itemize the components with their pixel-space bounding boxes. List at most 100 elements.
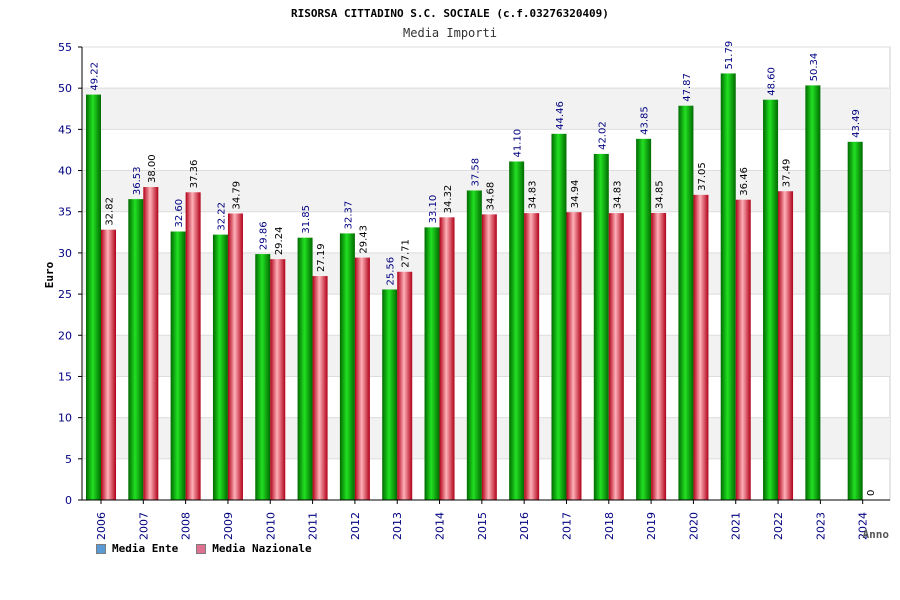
data-label-media-ente-2006: 49.22 — [90, 62, 101, 91]
data-label-media-nazionale-2008: 37.36 — [189, 160, 200, 189]
bar-media-ente-2009 — [212, 234, 228, 500]
y-tick-label: 20 — [58, 329, 72, 342]
bar-media-nazionale-2016 — [524, 213, 540, 501]
data-label-media-nazionale-2010: 29.24 — [274, 227, 285, 256]
x-tick-label-2006: 2006 — [95, 512, 108, 540]
x-tick-label-2012: 2012 — [349, 512, 362, 540]
data-label-media-ente-2015: 37.58 — [470, 158, 481, 187]
legend-item-media-ente: Media Ente — [96, 542, 178, 555]
bar-media-ente-2017 — [551, 133, 567, 500]
data-label-media-ente-2022: 48.60 — [767, 67, 778, 96]
data-label-media-ente-2021: 51.79 — [724, 41, 735, 70]
bar-media-ente-2016 — [509, 161, 525, 500]
bar-media-nazionale-2007 — [143, 187, 159, 500]
data-label-media-ente-2010: 29.86 — [259, 221, 270, 250]
data-label-media-ente-2009: 32.22 — [216, 202, 227, 231]
x-tick-label-2021: 2021 — [730, 512, 743, 540]
data-label-media-nazionale-2022: 37.49 — [782, 159, 793, 188]
bar-media-nazionale-2013 — [397, 271, 413, 500]
data-label-media-ente-2023: 50.34 — [809, 53, 820, 82]
legend: Media Ente Media Nazionale — [96, 542, 312, 555]
bar-media-ente-2024 — [847, 141, 863, 501]
data-label-media-nazionale-2015: 34.68 — [485, 182, 496, 211]
bar-media-ente-2021 — [720, 73, 736, 501]
data-label-media-ente-2024: 43.49 — [851, 109, 862, 138]
data-label-media-ente-2013: 25.56 — [386, 257, 397, 286]
bar-media-nazionale-2014 — [439, 217, 455, 500]
data-label-media-nazionale-2014: 34.32 — [443, 185, 454, 214]
x-tick-label-2019: 2019 — [645, 512, 658, 540]
data-label-media-ente-2008: 32.60 — [174, 199, 185, 228]
x-axis-label: Anno — [863, 528, 890, 541]
data-label-media-ente-2017: 44.46 — [555, 101, 566, 130]
bar-media-nazionale-2015 — [481, 214, 497, 500]
data-label-media-nazionale-2009: 34.79 — [231, 181, 242, 210]
x-tick-label-2015: 2015 — [476, 512, 489, 540]
x-tick-label-2023: 2023 — [814, 512, 827, 540]
data-label-media-nazionale-2012: 29.43 — [358, 225, 369, 254]
data-label-media-ente-2012: 32.37 — [343, 201, 354, 230]
bar-media-ente-2012 — [339, 233, 355, 500]
x-tick-label-2018: 2018 — [603, 512, 616, 540]
bar-media-ente-2010 — [255, 254, 271, 500]
x-tick-label-2024: 2024 — [857, 512, 870, 540]
y-axis-label: Euro — [43, 261, 56, 288]
data-label-media-nazionale-2006: 32.82 — [105, 197, 116, 226]
y-tick-label: 30 — [58, 247, 72, 260]
data-label-media-nazionale-2018: 34.83 — [612, 180, 623, 209]
grid-band — [82, 88, 890, 130]
data-label-media-nazionale-2019: 34.85 — [655, 180, 666, 209]
data-label-media-nazionale-2020: 37.05 — [697, 162, 708, 191]
bar-media-ente-2019 — [636, 138, 652, 500]
data-label-media-nazionale-2016: 34.83 — [528, 180, 539, 209]
bar-media-nazionale-2008 — [185, 192, 201, 500]
y-tick-label: 15 — [58, 370, 72, 383]
data-label-media-nazionale-2017: 34.94 — [570, 180, 581, 209]
bar-media-nazionale-2017 — [566, 212, 582, 501]
bar-media-ente-2013 — [382, 289, 398, 500]
y-tick-label: 40 — [58, 165, 72, 178]
bar-media-ente-2022 — [763, 99, 779, 500]
data-label-media-ente-2019: 43.85 — [640, 106, 651, 135]
bar-media-ente-2023 — [805, 85, 821, 500]
bar-media-nazionale-2019 — [651, 212, 667, 501]
bar-media-nazionale-2006 — [101, 229, 116, 500]
x-tick-label-2010: 2010 — [264, 512, 277, 540]
data-label-media-nazionale-2011: 27.19 — [316, 243, 327, 272]
x-tick-label-2016: 2016 — [518, 512, 531, 540]
data-label-media-ente-2011: 31.85 — [301, 205, 312, 234]
bar-media-nazionale-2018 — [608, 213, 624, 501]
bar-media-ente-2020 — [678, 105, 694, 500]
x-axis: 2006 2007 2008 2009 2010 2011 2012 2013 2014 2015… — [82, 499, 890, 540]
chart-subtitle: Media Importi — [403, 26, 497, 40]
legend-label-media-ente: Media Ente — [112, 542, 179, 555]
y-tick-label: 35 — [58, 206, 72, 219]
bar-media-nazionale-2021 — [735, 199, 751, 500]
bar-media-nazionale-2010 — [270, 259, 286, 500]
data-label-extra-2024: 0 — [866, 490, 877, 496]
bar-media-nazionale-2020 — [693, 194, 709, 501]
bar-media-nazionale-2011 — [312, 276, 328, 500]
x-tick-label-2008: 2008 — [180, 512, 193, 540]
data-label-media-ente-2007: 36.53 — [132, 166, 143, 195]
x-tick-label-2014: 2014 — [434, 512, 447, 540]
y-tick-label: 45 — [58, 123, 72, 136]
x-tick-label-2020: 2020 — [687, 512, 700, 540]
y-tick-label: 50 — [58, 82, 72, 95]
data-label-media-nazionale-2021: 36.46 — [739, 167, 750, 196]
bar-media-ente-2018 — [593, 153, 609, 500]
x-tick-label-2009: 2009 — [222, 512, 235, 540]
bar-media-nazionale-2012 — [354, 257, 370, 500]
y-tick-label: 25 — [58, 288, 72, 301]
x-tick-label-2007: 2007 — [137, 512, 150, 540]
y-axis: 0 5 10 15 20 25 30 35 40 45 50 55 — [58, 41, 83, 507]
legend-label-media-nazionale: Media Nazionale — [212, 542, 312, 555]
y-tick-label: 55 — [58, 41, 72, 54]
data-label-media-nazionale-2007: 38.00 — [147, 154, 158, 183]
legend-item-media-nazionale: Media Nazionale — [196, 542, 312, 555]
bars: 49.22 32.82 36.53 38.00 32.60 37.36 32.22 34.79… — [86, 41, 877, 501]
bar-media-ente-2015 — [466, 190, 482, 500]
data-label-media-ente-2020: 47.87 — [682, 73, 693, 102]
y-tick-label: 0 — [65, 494, 72, 507]
